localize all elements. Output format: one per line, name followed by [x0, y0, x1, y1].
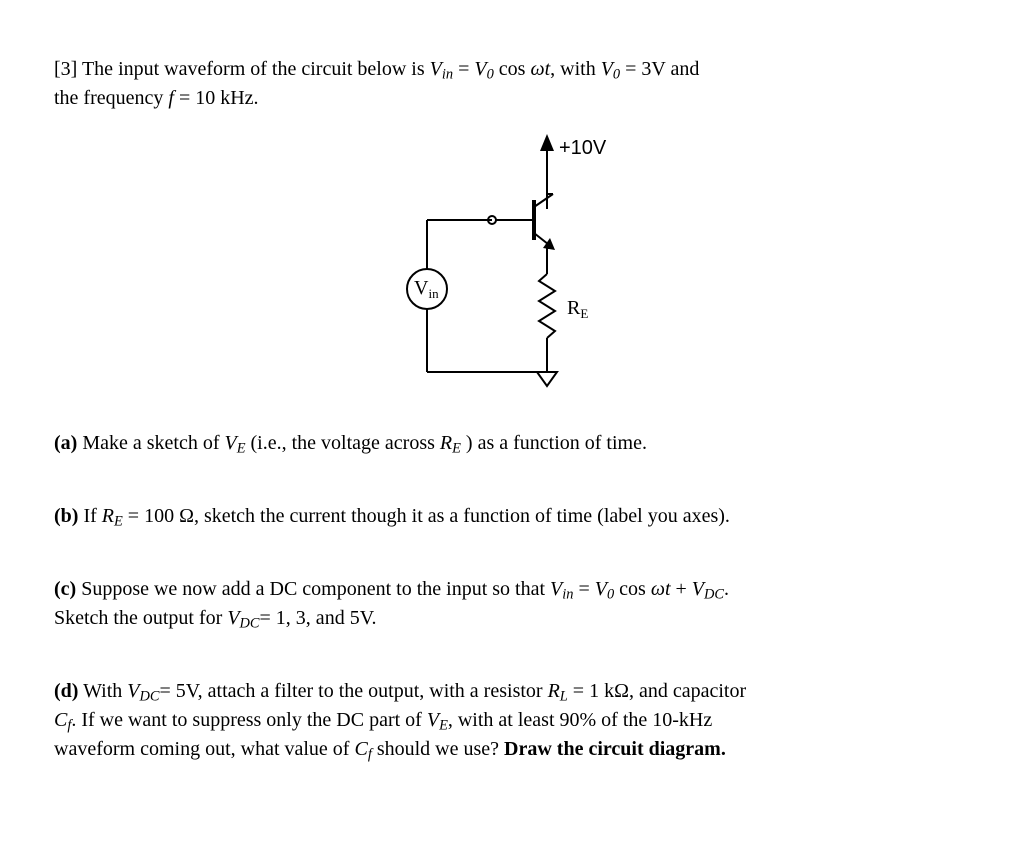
intro-a: The input waveform of the circuit below …: [82, 58, 430, 80]
a-label: (a): [54, 432, 77, 454]
c-vin-var: V: [550, 578, 562, 600]
circuit-diagram: +10V: [54, 124, 960, 402]
c-t1: Suppose we now add a DC component to the…: [81, 578, 550, 600]
line2a: the frequency: [54, 87, 168, 109]
c-cos: cos: [619, 578, 651, 600]
vin-sub: in: [442, 67, 453, 83]
d-line3a: waveform coming out, what value of: [54, 738, 354, 760]
d-ve-var: V: [427, 709, 439, 731]
b-label: (b): [54, 505, 78, 527]
a-t2: (i.e., the voltage across: [251, 432, 440, 454]
wt: ωt: [530, 58, 550, 80]
c-wt: ωt: [651, 578, 671, 600]
d-cf2-var: C: [354, 738, 367, 760]
d-rl-sub: L: [560, 689, 568, 705]
c-eq: =: [578, 578, 594, 600]
c-vals: = 1, 3, and 5V.: [260, 607, 377, 629]
c-v0-var: V: [595, 578, 607, 600]
a-re-sub: E: [452, 441, 461, 457]
v0-lhs-var: V: [601, 58, 613, 80]
b-val: = 100 Ω, sketch the current though it as…: [128, 505, 730, 527]
part-a: (a) Make a sketch of VE (i.e., the volta…: [54, 430, 960, 459]
c-label: (c): [54, 578, 76, 600]
src-sub: in: [428, 286, 439, 301]
v0-var: V: [474, 58, 486, 80]
part-c: (c) Suppose we now add a DC component to…: [54, 576, 960, 634]
d-t1: With: [83, 680, 127, 702]
a-ve-sub: E: [237, 441, 246, 457]
re-sub: E: [580, 306, 588, 321]
d-rl-val: = 1 kΩ, and capacitor: [568, 680, 746, 702]
c-plus: +: [676, 578, 692, 600]
c-vdc2-var: V: [227, 607, 239, 629]
a-t1: Make a sketch of: [82, 432, 224, 454]
d-cf2-sub: f: [368, 747, 372, 763]
b-re-sub: E: [114, 514, 123, 530]
d-rl-var: R: [548, 680, 560, 702]
d-vdc-sub: DC: [140, 689, 160, 705]
problem-number: [3]: [54, 58, 77, 80]
supply-label: +10V: [559, 137, 607, 159]
a-re-var: R: [440, 432, 452, 454]
c-vdc-var: V: [692, 578, 704, 600]
f-val: = 10 kHz.: [174, 87, 259, 109]
c-vdc-sub: DC: [704, 587, 724, 603]
intro-b: , with: [550, 58, 601, 80]
vin-var: V: [430, 58, 442, 80]
part-b: (b) If RE = 100 Ω, sketch the current th…: [54, 503, 960, 532]
a-ve-var: V: [225, 432, 237, 454]
c-vin-sub: in: [562, 587, 573, 603]
d-vdc-var: V: [127, 680, 139, 702]
src-var: V: [414, 277, 429, 299]
problem-page: [3] The input waveform of the circuit be…: [0, 0, 1024, 857]
part-d: (d) With VDC= 5V, attach a filter to the…: [54, 678, 960, 765]
d-vdc-val: = 5V, attach a filter to the output, wit…: [160, 680, 548, 702]
d-line2b: . If we want to suppress only the DC par…: [71, 709, 427, 731]
b-t1: If: [83, 505, 101, 527]
c-vdc2-sub: DC: [240, 616, 260, 632]
v0-val: = 3V and: [620, 58, 699, 80]
d-line2c: , with at least 90% of the 10-kHz: [448, 709, 712, 731]
d-label: (d): [54, 680, 78, 702]
d-cf-var: C: [54, 709, 67, 731]
re-var: R: [567, 297, 581, 319]
eq: =: [458, 58, 474, 80]
problem-intro: [3] The input waveform of the circuit be…: [54, 56, 960, 112]
circuit-svg: +10V: [377, 124, 637, 394]
c-line2a: Sketch the output for: [54, 607, 227, 629]
b-re-var: R: [102, 505, 114, 527]
c-period: .: [724, 578, 729, 600]
c-v0-sub: 0: [607, 587, 614, 603]
d-line3b: should we use?: [377, 738, 504, 760]
cos: cos: [499, 58, 531, 80]
a-t3: ) as a function of time.: [466, 432, 647, 454]
d-ve-sub: E: [439, 718, 448, 734]
v0-sub: 0: [487, 67, 494, 83]
svg-text:RE: RE: [567, 297, 588, 321]
d-bold: Draw the circuit diagram.: [504, 738, 726, 760]
